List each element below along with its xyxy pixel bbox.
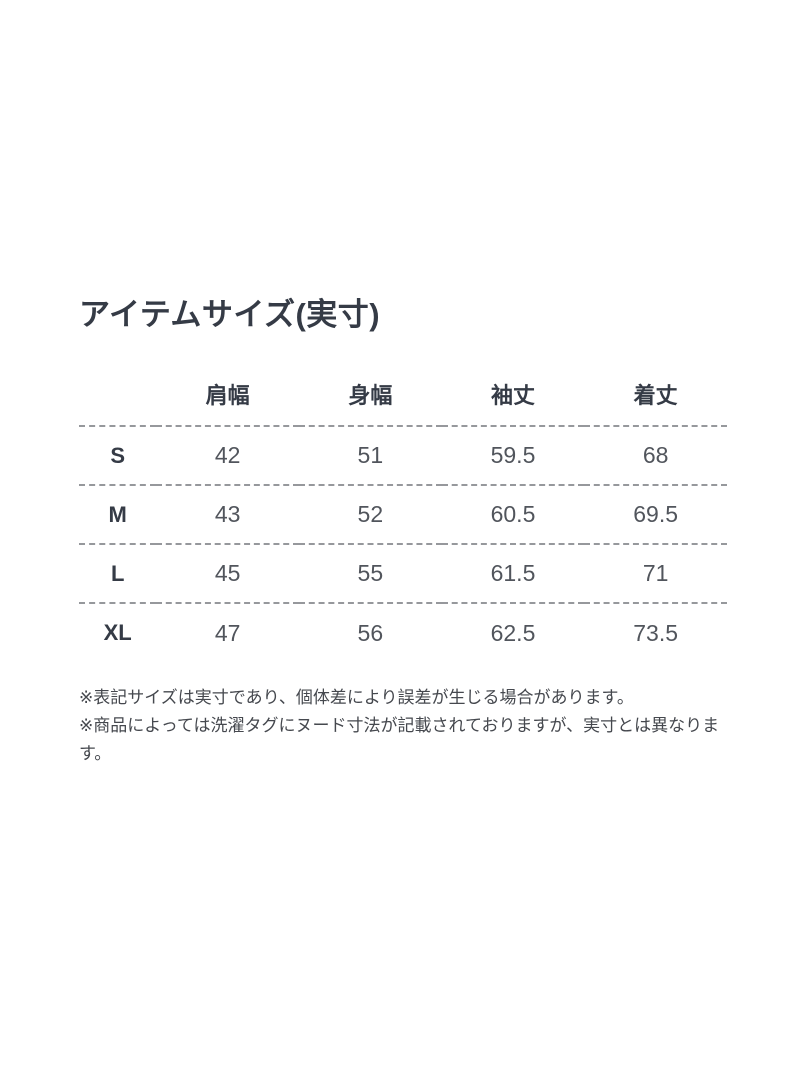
- column-header-body-width: 身幅: [348, 383, 393, 409]
- column-header-shoulder-width: 肩幅: [205, 383, 250, 409]
- table-cell: 59.5: [490, 442, 536, 469]
- table-cell: 71: [642, 560, 669, 587]
- table-cell: 55: [357, 560, 384, 587]
- page-title: アイテムサイズ(実寸): [79, 297, 381, 332]
- table-cell: 42: [214, 442, 241, 469]
- column-header-garment-length: 着丈: [633, 383, 678, 409]
- table-cell: 52: [357, 501, 384, 528]
- table-cell: 61.5: [490, 560, 536, 587]
- table-cell: 73.5: [633, 619, 679, 646]
- size-chart-section: アイテムサイズ(実寸) 肩幅 身幅 袖丈 着丈 S 42 51 59.5: [79, 297, 727, 768]
- size-label-s: S: [110, 442, 126, 468]
- note-actual-measurement: ※表記サイズは実寸であり、個体差により誤差が生じる場合があります。: [79, 688, 634, 708]
- table-cell: 51: [357, 442, 384, 469]
- size-label-m: M: [108, 501, 127, 527]
- notes: ※表記サイズは実寸であり、個体差により誤差が生じる場合があります。 ※商品によっ…: [79, 684, 727, 768]
- table-row-s: S 42 51 59.5 68: [79, 426, 727, 486]
- table-cell: 43: [214, 501, 241, 528]
- column-header-sleeve-length: 袖丈: [490, 383, 535, 409]
- table-cell: 60.5: [490, 501, 536, 528]
- table-cell: 47: [214, 619, 241, 646]
- table-cell: 62.5: [490, 619, 536, 646]
- table-row-m: M 43 52 60.5 69.5: [79, 485, 727, 545]
- size-table: 肩幅 身幅 袖丈 着丈 S 42 51 59.5 68 M 43 52 60.5…: [79, 378, 727, 662]
- size-column-header: [79, 378, 156, 426]
- table-row-l: L 45 55 61.5 71: [79, 544, 727, 604]
- table-row-xl: XL 47 56 62.5 73.5: [79, 603, 727, 662]
- table-cell: 69.5: [633, 501, 679, 528]
- table-cell: 68: [642, 442, 669, 469]
- note-nude-size: ※商品によっては洗濯タグにヌード寸法が記載されておりますが、実寸とは異なります。: [79, 716, 720, 764]
- size-label-xl: XL: [103, 620, 132, 646]
- table-cell: 56: [357, 619, 384, 646]
- size-label-l: L: [110, 560, 125, 586]
- table-header-row: 肩幅 身幅 袖丈 着丈: [79, 378, 727, 427]
- table-cell: 45: [214, 560, 241, 587]
